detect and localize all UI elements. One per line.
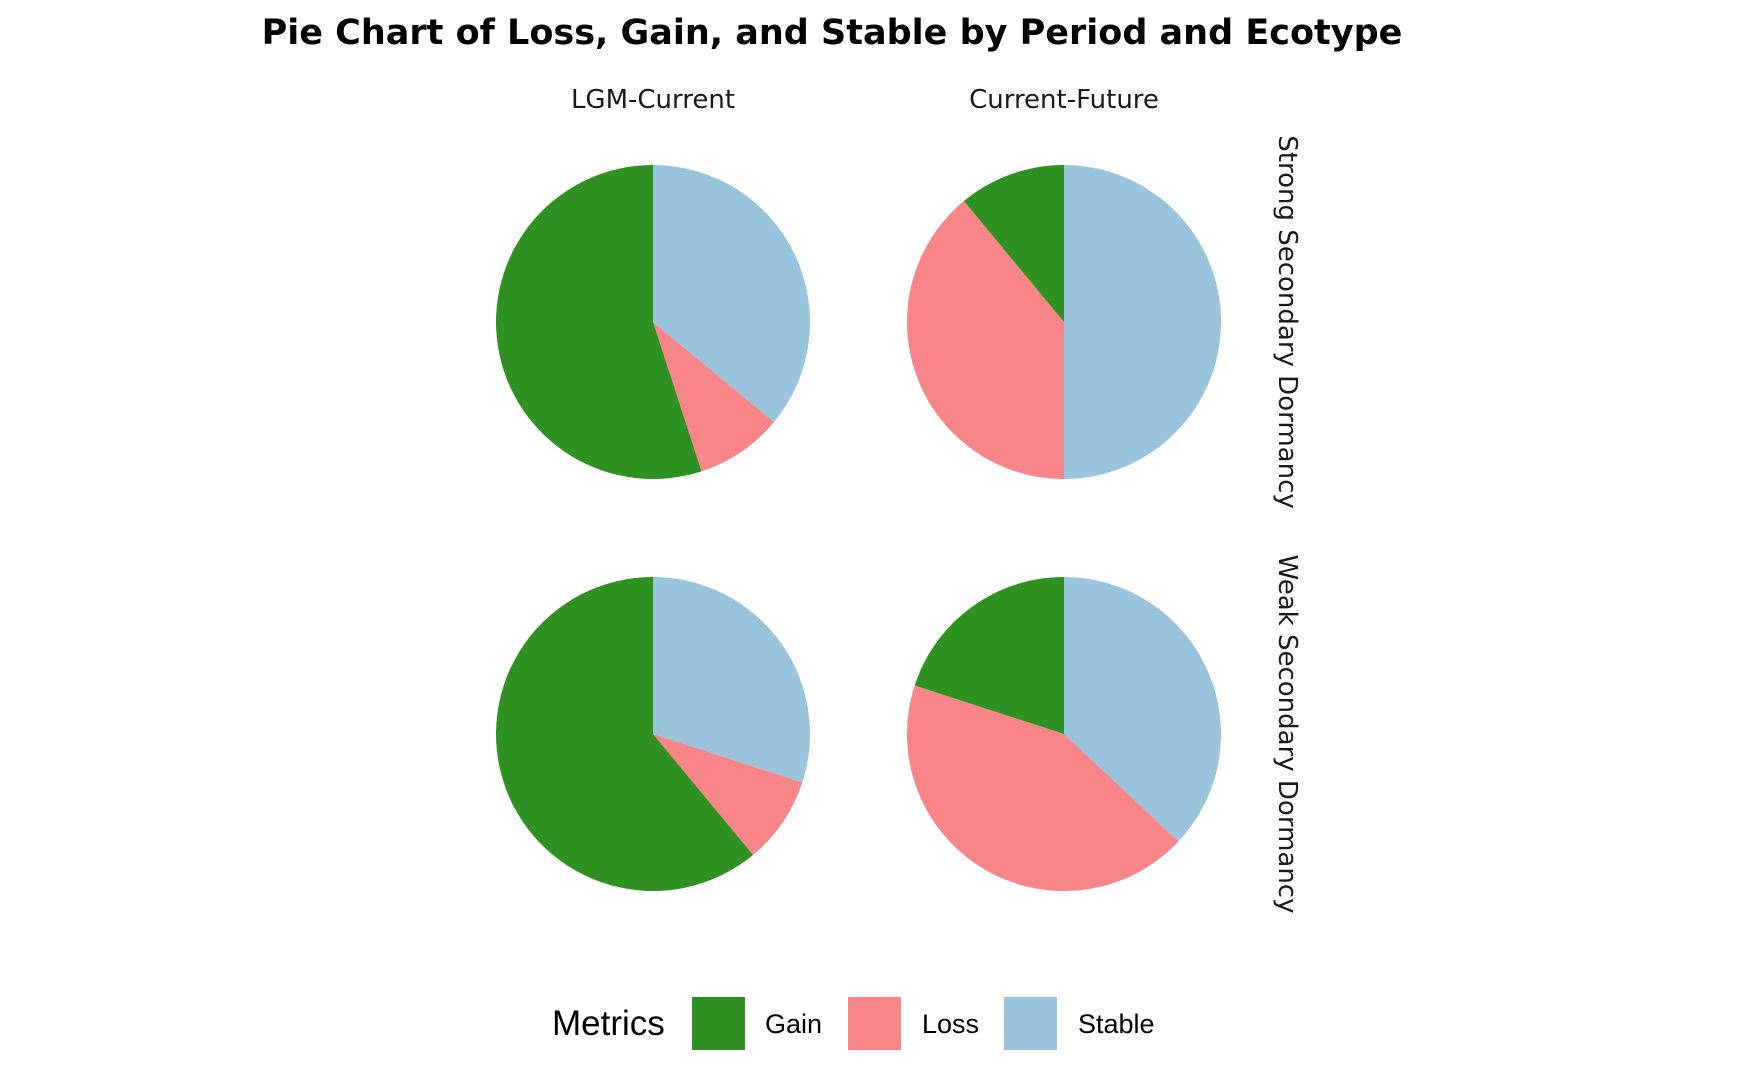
pie-lgm-current-strong-secondary-dormancy	[496, 165, 811, 479]
pie-slice-loss	[653, 734, 803, 855]
column-strip-current-future: Current-Future	[969, 85, 1159, 115]
row-strip-strong-secondary-dormancy: Strong Secondary Dormancy	[1272, 135, 1302, 509]
pie-slice-stable	[653, 165, 811, 423]
pie-slice-loss	[906, 685, 1179, 892]
pie-slice-gain	[914, 577, 1064, 734]
pie-current-future-strong-secondary-dormancy	[906, 165, 1221, 479]
legend-label-loss: Loss	[922, 1009, 979, 1039]
pie-panels	[496, 165, 1221, 892]
pie-current-future-weak-secondary-dormancy	[906, 577, 1221, 892]
legend-label-gain: Gain	[765, 1009, 822, 1039]
pie-slice-gain	[963, 165, 1064, 322]
pie-slice-gain	[496, 577, 754, 891]
row-strip-weak-secondary-dormancy: Weak Secondary Dormancy	[1272, 555, 1302, 914]
pie-slice-stable	[1064, 577, 1221, 842]
pie-slice-gain	[496, 165, 702, 479]
pie-slice-loss	[653, 322, 774, 472]
pie-lgm-current-weak-secondary-dormancy	[496, 577, 811, 891]
pie-slice-stable	[1064, 165, 1221, 479]
pie-slice-stable	[653, 577, 811, 783]
legend-swatch-gain	[692, 997, 745, 1050]
legend-swatch-loss	[848, 997, 901, 1050]
legend-swatch-stable	[1004, 997, 1057, 1050]
legend: Metrics Gain Loss Stable	[552, 997, 1155, 1050]
column-strip-lgm-current: LGM-Current	[571, 85, 735, 115]
legend-label-stable: Stable	[1078, 1009, 1155, 1039]
legend-title: Metrics	[552, 1004, 665, 1043]
pie-slice-loss	[906, 201, 1064, 479]
chart-title: Pie Chart of Loss, Gain, and Stable by P…	[262, 13, 1403, 53]
